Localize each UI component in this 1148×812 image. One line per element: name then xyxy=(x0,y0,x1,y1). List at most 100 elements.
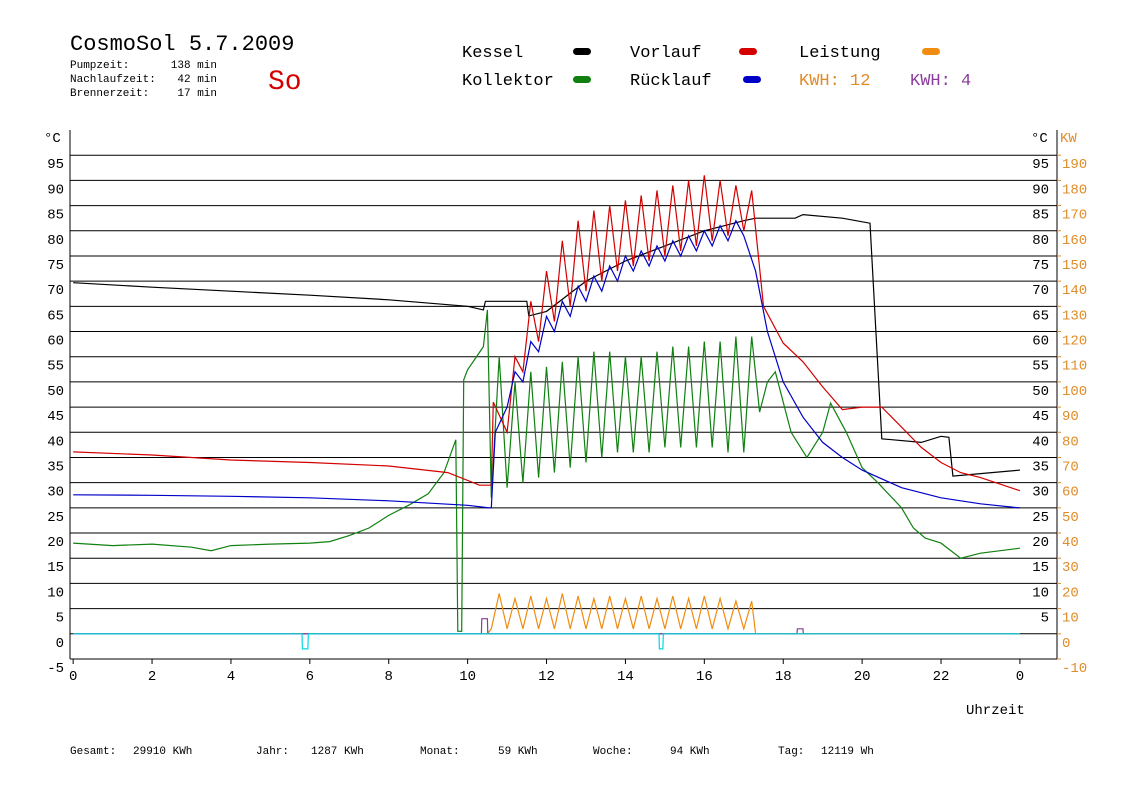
y-tick-label: 20 xyxy=(47,535,64,551)
series-line xyxy=(73,633,1020,650)
legend-label: Kessel xyxy=(462,44,523,63)
total-value: 12119 Wh xyxy=(821,746,874,758)
y2-tick-label: 180 xyxy=(1062,182,1087,198)
stat-label: Brennerzeit: xyxy=(70,88,149,100)
y2-tick-label: 190 xyxy=(1062,157,1087,173)
total-label: Gesamt: xyxy=(70,746,116,758)
legend-label: Vorlauf xyxy=(630,44,701,63)
x-tick-label: 22 xyxy=(933,669,950,685)
y-tick-label-right: 45 xyxy=(1032,409,1049,425)
y2-tick-label: 160 xyxy=(1062,233,1087,249)
total-label: Jahr: xyxy=(256,746,289,758)
y2-tick-label: 140 xyxy=(1062,283,1087,299)
x-tick-label: 6 xyxy=(306,669,314,685)
legend-label: Leistung xyxy=(799,44,881,63)
total-label: Monat: xyxy=(420,746,460,758)
x-tick-label: 2 xyxy=(148,669,156,685)
y2-tick-label: 0 xyxy=(1062,636,1070,652)
stat-label: Pumpzeit: xyxy=(70,60,129,72)
total-value: 1287 KWh xyxy=(311,746,364,758)
y-tick-label-right: 55 xyxy=(1032,359,1049,375)
legend-swatch xyxy=(743,76,761,83)
legend-swatch xyxy=(739,48,757,55)
series-line xyxy=(73,309,1020,632)
y2-tick-label: 60 xyxy=(1062,485,1079,501)
y-tick-label: 85 xyxy=(47,208,64,224)
y2-axis-label: °C xyxy=(1031,131,1048,147)
total-label: Tag: xyxy=(778,746,804,758)
y2-axis-label: KW xyxy=(1060,131,1077,147)
y-tick-label: -5 xyxy=(47,661,64,677)
y2-tick-label: 70 xyxy=(1062,459,1079,475)
y-tick-label-right: 5 xyxy=(1041,611,1049,627)
series-line xyxy=(73,175,1021,492)
title: CosmoSol 5.7.2009 xyxy=(70,32,294,57)
y-tick-label-right: 90 xyxy=(1032,182,1049,198)
y2-tick-label: 90 xyxy=(1062,409,1079,425)
series-line xyxy=(73,213,1020,477)
y-tick-label: 55 xyxy=(47,359,64,375)
y-tick-label: 50 xyxy=(47,384,64,400)
x-tick-label: 10 xyxy=(459,669,476,685)
y2-tick-label: 150 xyxy=(1062,258,1087,274)
x-tick-label: 8 xyxy=(385,669,393,685)
y-tick-label: 0 xyxy=(56,636,64,652)
y-tick-label: 5 xyxy=(56,611,64,627)
y-tick-label: 15 xyxy=(47,560,64,576)
x-tick-label: 20 xyxy=(854,669,871,685)
y-tick-label-right: 35 xyxy=(1032,459,1049,475)
y-axis-label: °C xyxy=(44,131,61,147)
total-value: 29910 KWh xyxy=(133,746,192,758)
stat-label: Nachlaufzeit: xyxy=(70,74,156,86)
y-tick-label-right: 60 xyxy=(1032,334,1049,350)
y-tick-label-right: 30 xyxy=(1032,485,1049,501)
y-tick-label: 25 xyxy=(47,510,64,526)
y-tick-label-right: 70 xyxy=(1032,283,1049,299)
y2-tick-label: 170 xyxy=(1062,208,1087,224)
y-tick-label-right: 20 xyxy=(1032,535,1049,551)
x-tick-label: 18 xyxy=(775,669,792,685)
x-tick-label: 0 xyxy=(1016,669,1024,685)
y-tick-label: 95 xyxy=(47,157,64,173)
y-tick-label: 90 xyxy=(47,182,64,198)
y-tick-label: 45 xyxy=(47,409,64,425)
legend-label: Rücklauf xyxy=(630,72,712,91)
legend-label: Kollektor xyxy=(462,72,554,91)
y-tick-label: 30 xyxy=(47,485,64,501)
y2-tick-label: 40 xyxy=(1062,535,1079,551)
stat-value: 138 min xyxy=(171,60,217,72)
y2-tick-label: 50 xyxy=(1062,510,1079,526)
total-value: 94 KWh xyxy=(670,746,710,758)
y-tick-label: 80 xyxy=(47,233,64,249)
y2-tick-label: 20 xyxy=(1062,585,1079,601)
y-tick-label-right: 40 xyxy=(1032,434,1049,450)
y-tick-label-right: 85 xyxy=(1032,208,1049,224)
stat-value: 17 min xyxy=(177,88,217,100)
y-tick-label: 10 xyxy=(47,585,64,601)
y2-tick-label: 10 xyxy=(1062,611,1079,627)
y2-tick-label: 100 xyxy=(1062,384,1087,400)
y-tick-label-right: 75 xyxy=(1032,258,1049,274)
y2-tick-label: 120 xyxy=(1062,334,1087,350)
legend-swatch xyxy=(922,48,940,55)
y-tick-label: 35 xyxy=(47,459,64,475)
day: So xyxy=(268,67,302,98)
y-tick-label: 60 xyxy=(47,334,64,350)
x-axis-label: Uhrzeit xyxy=(966,703,1025,719)
y-tick-label-right: 65 xyxy=(1032,308,1049,324)
y-tick-label-right: 10 xyxy=(1032,585,1049,601)
legend-swatch xyxy=(573,76,591,83)
annotation: KWH: 12 xyxy=(799,72,870,91)
y2-tick-label: -10 xyxy=(1062,661,1087,677)
y2-tick-label: 110 xyxy=(1062,359,1087,375)
x-tick-label: 0 xyxy=(69,669,77,685)
y2-tick-label: 130 xyxy=(1062,308,1087,324)
series-line xyxy=(73,219,1020,509)
y-tick-label: 75 xyxy=(47,258,64,274)
legend-swatch xyxy=(573,48,591,55)
x-tick-label: 14 xyxy=(617,669,634,685)
total-value: 59 KWh xyxy=(498,746,538,758)
y-tick-label-right: 25 xyxy=(1032,510,1049,526)
series-line xyxy=(486,593,1020,635)
